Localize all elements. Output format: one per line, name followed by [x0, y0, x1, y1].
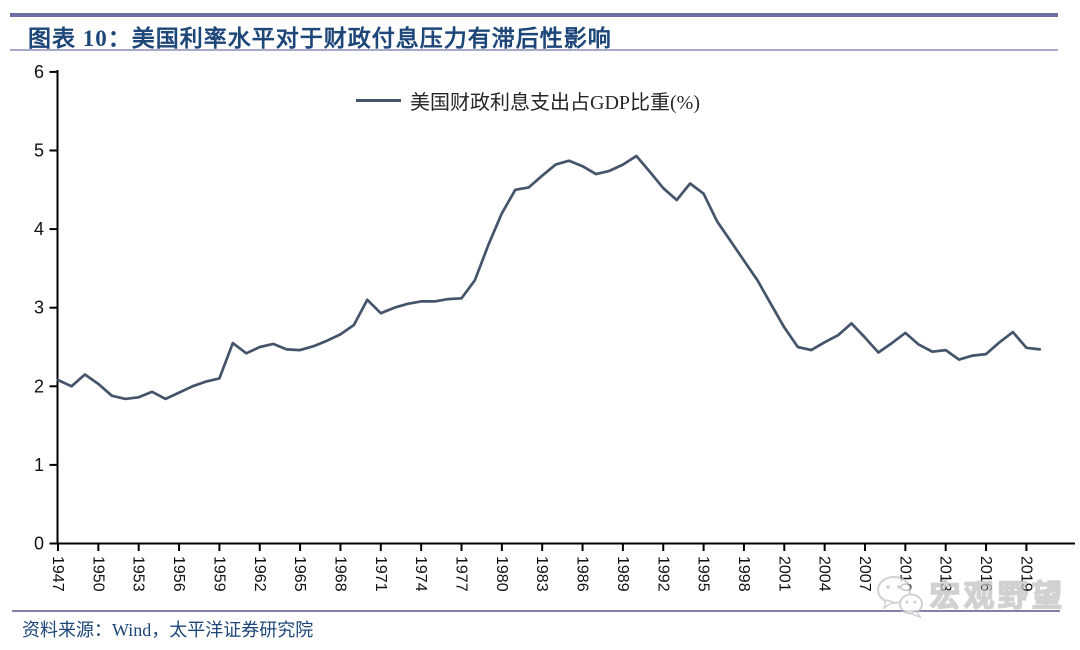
x-tick-label: 2010: [896, 556, 913, 592]
x-tick-label: 1947: [49, 556, 66, 592]
x-tick-label: 1965: [291, 556, 308, 592]
legend-line-swatch: [356, 99, 401, 102]
title-bottom-rule: [10, 49, 1058, 51]
x-tick-label: 1983: [533, 556, 550, 592]
y-tick-label: 5: [34, 141, 44, 161]
y-tick-label: 6: [34, 62, 44, 82]
x-tick-label: 2019: [1017, 556, 1034, 592]
data-line-series: [56, 154, 1042, 401]
x-tick-label: 1986: [574, 556, 591, 592]
x-tick-label: 1950: [89, 556, 106, 592]
x-tick-label: 1998: [735, 556, 752, 592]
x-tick-label: 1959: [210, 556, 227, 592]
legend-label: 美国财政利息支出占GDP比重(%): [410, 92, 700, 114]
x-tick-label: 1962: [251, 556, 268, 592]
x-tick-label: 1989: [614, 556, 631, 592]
x-tick-label: 2016: [977, 556, 994, 592]
y-tick-label: 3: [34, 298, 44, 318]
legend: 美国财政利息支出占GDP比重(%): [356, 86, 700, 115]
source-rule: [12, 610, 1060, 612]
y-tick-label: 0: [34, 534, 44, 554]
y-tick-label: 2: [34, 376, 44, 396]
y-tick-label: 1: [34, 455, 44, 475]
chart-title: 图表 10：美国利率水平对于财政付息压力有滞后性影响: [28, 26, 612, 51]
x-tick-label: 1971: [372, 556, 389, 592]
x-tick-label: 1980: [493, 556, 510, 592]
x-tick-label: 2001: [775, 556, 792, 592]
x-tick-label: 2004: [816, 556, 833, 592]
x-tick-label: 1953: [130, 556, 147, 592]
source-note: 资料来源：Wind，太平洋证券研究院: [22, 620, 314, 640]
x-tick-label: 1995: [695, 556, 712, 592]
x-tick-label: 1992: [654, 556, 671, 592]
x-tick-label: 2007: [856, 556, 873, 592]
x-tick-label: 1956: [170, 556, 187, 592]
x-tick-label: 1968: [331, 556, 348, 592]
x-tick-label: 1977: [453, 556, 470, 592]
x-tick-label: 2013: [937, 556, 954, 592]
y-tick-label: 4: [34, 219, 44, 239]
x-tick-label: 1974: [412, 556, 429, 592]
title-top-rule: [10, 13, 1058, 17]
